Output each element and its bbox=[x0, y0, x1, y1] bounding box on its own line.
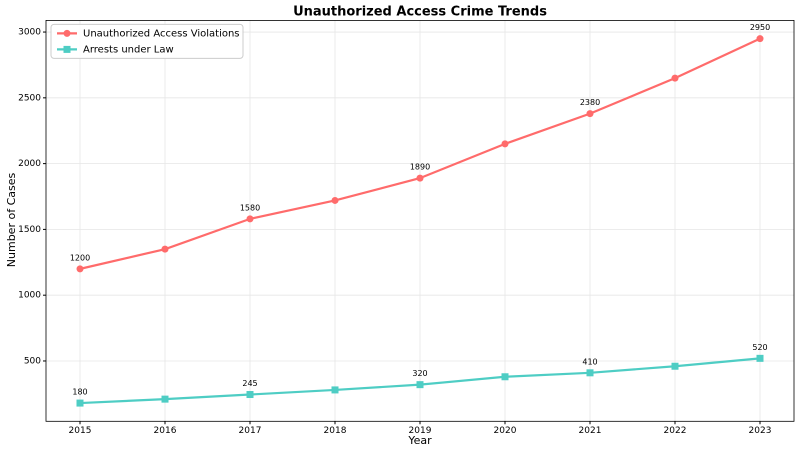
marker bbox=[501, 140, 509, 148]
legend: Unauthorized Access Violations Arrests un… bbox=[50, 23, 244, 59]
x-axis-label: Year bbox=[407, 434, 432, 447]
data-label: 2380 bbox=[580, 98, 600, 107]
legend-label: Arrests under Law bbox=[83, 44, 174, 55]
y-tick-label: 3000 bbox=[18, 28, 41, 38]
x-tick-label: 2020 bbox=[494, 426, 517, 436]
data-label: 1200 bbox=[70, 253, 90, 262]
data-label: 180 bbox=[72, 388, 87, 397]
chart-title: Unauthorized Access Crime Trends bbox=[293, 5, 547, 20]
marker bbox=[246, 215, 254, 223]
marker bbox=[671, 362, 679, 370]
legend-frame bbox=[50, 23, 244, 59]
data-label: 410 bbox=[582, 357, 597, 366]
marker bbox=[161, 395, 169, 403]
y-tick-label: 500 bbox=[24, 356, 41, 366]
data-label: 1890 bbox=[410, 163, 430, 172]
x-tick-label: 2021 bbox=[579, 426, 602, 436]
marker bbox=[331, 386, 339, 394]
x-tick-label: 2015 bbox=[69, 426, 92, 436]
data-label: 520 bbox=[752, 343, 767, 352]
marker bbox=[756, 35, 764, 43]
data-label: 320 bbox=[412, 369, 427, 378]
y-tick-label: 1500 bbox=[18, 225, 41, 235]
x-tick-label: 2019 bbox=[409, 426, 432, 436]
x-tick-label: 2023 bbox=[749, 426, 772, 436]
marker bbox=[76, 399, 84, 407]
marker bbox=[76, 265, 84, 273]
x-tick-label: 2017 bbox=[239, 426, 262, 436]
marker bbox=[671, 74, 679, 82]
x-tick-label: 2018 bbox=[324, 426, 347, 436]
marker bbox=[416, 174, 424, 182]
marker bbox=[756, 354, 764, 362]
y-axis-label: Number of Cases bbox=[5, 173, 18, 268]
marker bbox=[586, 369, 594, 377]
data-label: 1580 bbox=[240, 203, 260, 212]
y-tick-label: 2000 bbox=[18, 159, 41, 169]
y-tick-label: 2500 bbox=[18, 93, 41, 103]
marker bbox=[331, 196, 339, 204]
marker bbox=[501, 373, 509, 381]
data-label: 2950 bbox=[750, 23, 770, 32]
marker bbox=[416, 381, 424, 389]
data-label: 245 bbox=[242, 379, 257, 388]
marker bbox=[161, 245, 169, 253]
marker bbox=[63, 45, 71, 53]
legend-label: Unauthorized Access Violations bbox=[83, 28, 240, 39]
marker bbox=[63, 29, 71, 37]
marker bbox=[246, 391, 254, 399]
y-tick-label: 1000 bbox=[18, 291, 41, 301]
x-tick-label: 2022 bbox=[664, 426, 687, 436]
x-tick-label: 2016 bbox=[154, 426, 177, 436]
marker bbox=[586, 110, 594, 118]
plot-frame bbox=[45, 19, 795, 422]
